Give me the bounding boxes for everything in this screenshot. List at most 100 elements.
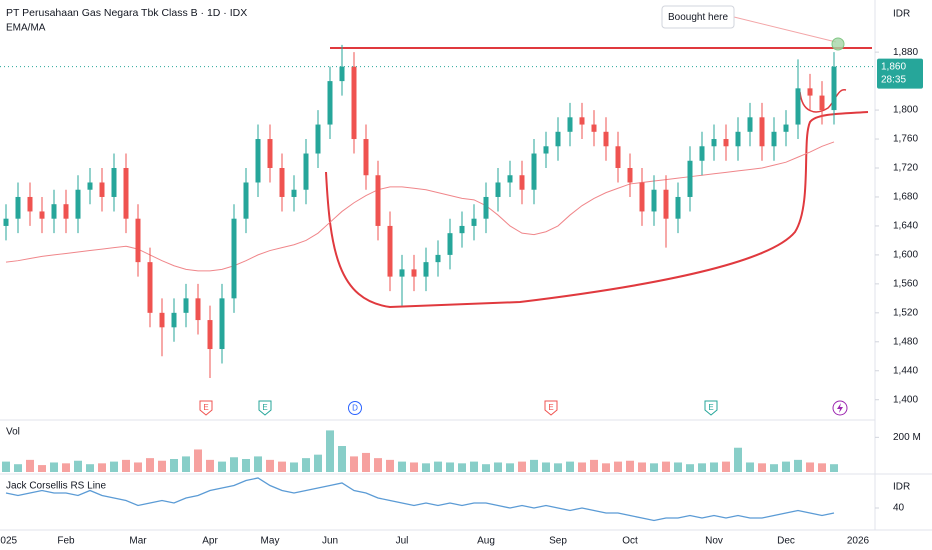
y-tick-label: 1,720 — [893, 163, 918, 174]
x-tick-label: Nov — [705, 536, 723, 547]
candle-body — [603, 131, 609, 147]
event-marker[interactable] — [348, 401, 362, 415]
y-tick-label: 1,880 — [893, 47, 918, 58]
candle-body — [75, 189, 81, 219]
y-tick-label: 1,480 — [893, 336, 918, 347]
x-tick-label: 2026 — [847, 536, 870, 547]
candle-body — [507, 175, 513, 183]
candle-body — [387, 225, 393, 277]
last-price-box — [877, 58, 923, 89]
candle-body — [639, 182, 645, 212]
volume-bar — [122, 459, 130, 472]
candle-body — [63, 204, 69, 219]
volume-bar — [98, 463, 106, 472]
candle-body — [591, 124, 597, 132]
indicator-label: EMA/MA — [6, 23, 46, 34]
event-marker[interactable] — [704, 400, 718, 416]
y-tick-label: 1,400 — [893, 394, 918, 405]
volume-bar — [338, 446, 346, 472]
volume-bar — [614, 461, 622, 472]
candle-body — [315, 124, 321, 154]
candle-body — [159, 312, 165, 328]
rs-title: Jack Corsellis RS Line — [6, 481, 106, 492]
volume-bar — [374, 458, 382, 472]
volume-bar — [542, 462, 550, 472]
y-tick-label: 200 M — [893, 432, 921, 443]
volume-bar — [698, 463, 706, 472]
event-marker[interactable] — [199, 400, 213, 416]
volume-bar — [770, 464, 778, 472]
candle-body — [123, 168, 129, 219]
candle-body — [243, 182, 249, 219]
candle-body — [663, 189, 669, 219]
candle-body — [255, 139, 261, 183]
moving-average — [5, 141, 835, 272]
volume-bar — [746, 462, 754, 472]
volume-bar — [686, 464, 694, 472]
candle-body — [219, 298, 225, 350]
candle-body — [111, 168, 117, 197]
volume-bar — [662, 461, 670, 472]
volume-bar — [2, 461, 10, 472]
candle-body — [3, 218, 9, 226]
last-price-label: 1,860 — [881, 61, 906, 72]
event-markers: E E D E E — [199, 400, 848, 416]
candle-body — [735, 131, 741, 147]
candle-body — [279, 168, 285, 197]
x-tick-label: Feb — [57, 536, 75, 547]
volume-bar — [722, 461, 730, 472]
annotation-dot — [831, 37, 845, 51]
volume-bar — [134, 462, 142, 472]
event-label: E — [548, 403, 553, 412]
event-marker[interactable] — [258, 400, 272, 416]
volume-bar — [350, 456, 358, 472]
candle-body — [579, 117, 585, 125]
y-tick-label: 1,440 — [893, 365, 918, 376]
candle-body — [675, 196, 681, 219]
candle-body — [447, 233, 453, 255]
candle-body — [375, 175, 381, 226]
y-tick-label: 1,640 — [893, 221, 918, 232]
volume-bar — [194, 449, 202, 472]
candle-body — [51, 204, 57, 219]
x-tick-label: Dec — [777, 536, 795, 547]
candle-body — [39, 211, 45, 219]
handle-drawing — [799, 89, 847, 113]
event-label: E — [262, 403, 267, 412]
volume-bar — [254, 456, 262, 472]
volume-bar — [626, 460, 634, 472]
volume-bar — [494, 462, 502, 472]
volume-bar — [410, 462, 418, 472]
rs-line — [5, 477, 835, 522]
candle-body — [627, 168, 633, 183]
volume-bar — [638, 462, 646, 472]
volume-bar — [242, 459, 250, 472]
volume-bar — [830, 464, 838, 472]
volume-bar — [590, 459, 598, 472]
volume-bar — [650, 463, 658, 472]
volume-bar — [422, 463, 430, 472]
event-label: E — [708, 403, 713, 412]
volume-bar — [506, 463, 514, 472]
candle-body — [687, 160, 693, 197]
volume-bar — [146, 458, 154, 472]
volume-bar — [758, 463, 766, 472]
candle-body — [363, 139, 369, 176]
candle-body — [495, 182, 501, 197]
event-marker[interactable] — [544, 400, 558, 416]
volume-bar — [182, 456, 190, 472]
volume-bar — [14, 464, 22, 472]
volume-bar — [782, 461, 790, 472]
volume-bar — [290, 462, 298, 472]
candle-body — [711, 139, 717, 147]
volume-bar — [434, 461, 442, 472]
x-tick-label: Oct — [622, 536, 638, 547]
x-tick-label: Sep — [549, 536, 567, 547]
volume-bar — [74, 460, 82, 472]
candle-body — [651, 189, 657, 212]
volume-bar — [362, 452, 370, 472]
candle-body — [27, 196, 33, 212]
candle-body — [339, 66, 345, 82]
